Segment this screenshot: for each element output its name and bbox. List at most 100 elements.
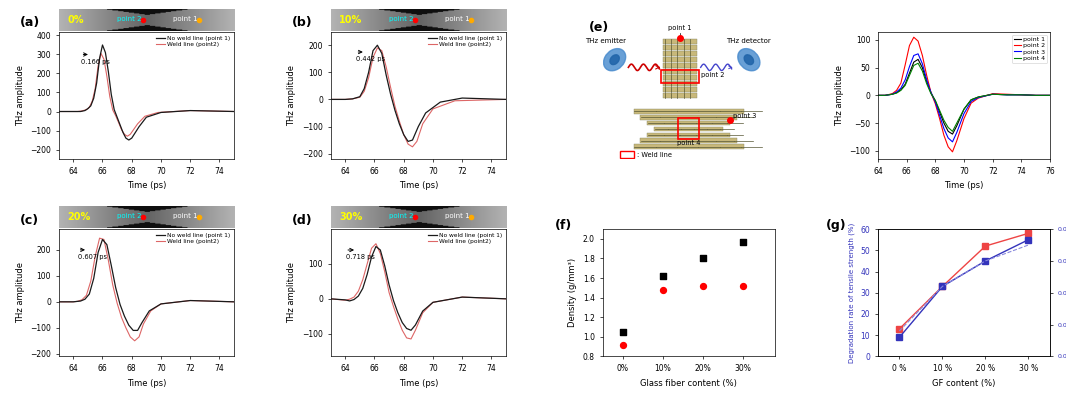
point 4 (1044, 93, 1056, 98)
point 2 (947, 149, 959, 154)
Line: point 2: point 2 (878, 37, 1050, 152)
point 2 (894, 81, 907, 86)
point 3 (878, 93, 891, 98)
Y-axis label: THz amplitude: THz amplitude (835, 65, 844, 126)
point 3 (965, 99, 978, 104)
Point (694, 283, 711, 289)
point 2 (965, 101, 978, 105)
Bar (663, 63, 697, 68)
point 2 (941, 145, 954, 149)
Ellipse shape (603, 49, 626, 71)
X-axis label: Time (ps): Time (ps) (399, 181, 438, 190)
Text: 0.607 ps: 0.607 ps (79, 254, 108, 260)
Text: (e): (e) (588, 21, 609, 34)
point 4 (1015, 92, 1028, 97)
point 4 (941, 125, 954, 130)
point 3 (1044, 93, 1056, 98)
point 3 (894, 86, 907, 91)
point 1 (1044, 93, 1056, 98)
point 4 (986, 92, 999, 97)
Text: 20%: 20% (67, 212, 91, 223)
point 4 (920, 81, 933, 86)
Text: point 3: point 3 (733, 113, 757, 119)
point 4 (933, 108, 946, 113)
Line: point 3: point 3 (878, 54, 1050, 142)
point 1 (920, 79, 933, 84)
point 3 (920, 78, 933, 82)
point 4 (972, 95, 985, 99)
point 1 (1001, 92, 1014, 97)
point 1 (886, 92, 899, 97)
Text: (b): (b) (292, 16, 312, 29)
Legend: No weld line (point 1), Weld line (point2): No weld line (point 1), Weld line (point… (155, 232, 231, 246)
point 4 (872, 93, 885, 98)
point 3 (986, 92, 999, 97)
Text: point 2: point 2 (116, 16, 141, 22)
Point (734, 283, 752, 289)
Legend: No weld line (point 1), Weld line (point2): No weld line (point 1), Weld line (point… (155, 34, 231, 48)
Text: 0.442 ps: 0.442 ps (356, 56, 385, 62)
Text: (g): (g) (826, 219, 846, 232)
point 1 (894, 88, 907, 92)
point 4 (947, 129, 959, 134)
point 3 (928, 100, 941, 105)
point 4 (965, 97, 978, 102)
point 2 (1001, 92, 1014, 97)
point 2 (937, 133, 950, 137)
point 4 (894, 88, 907, 93)
point 3 (957, 111, 970, 116)
Text: THz detector: THz detector (726, 38, 771, 44)
Line: point 1: point 1 (878, 59, 1050, 134)
point 4 (957, 107, 970, 112)
X-axis label: Glass fiber content (%): Glass fiber content (%) (641, 379, 737, 388)
Text: point 2: point 2 (116, 213, 141, 219)
point 4 (907, 63, 920, 68)
Point (614, 329, 631, 335)
Y-axis label: THz amplitude: THz amplitude (16, 262, 25, 323)
point 1 (933, 110, 946, 114)
Text: (c): (c) (20, 214, 39, 227)
point 3 (890, 89, 903, 94)
point 4 (911, 61, 924, 66)
point 3 (899, 78, 911, 82)
Bar (641, 115, 737, 120)
point 4 (890, 91, 903, 95)
Text: THz emitter: THz emitter (585, 38, 627, 44)
point 2 (916, 53, 928, 58)
point 2 (957, 116, 970, 121)
point 4 (899, 83, 911, 88)
Ellipse shape (610, 55, 619, 65)
point 1 (924, 90, 937, 95)
Bar (663, 57, 697, 62)
point 3 (911, 51, 924, 56)
Ellipse shape (744, 55, 754, 65)
point 1 (972, 95, 985, 99)
Text: point 1: point 1 (668, 25, 692, 31)
point 2 (872, 93, 885, 98)
point 4 (928, 98, 941, 103)
point 3 (903, 64, 916, 69)
point 2 (928, 101, 941, 106)
Text: 10%: 10% (339, 15, 362, 25)
point 1 (947, 132, 959, 137)
Bar (641, 138, 737, 143)
X-axis label: Time (ps): Time (ps) (127, 379, 166, 388)
point 3 (941, 135, 954, 140)
Text: 0%: 0% (67, 15, 84, 25)
Bar (663, 69, 697, 74)
Bar (663, 81, 697, 86)
point 2 (1030, 93, 1043, 98)
point 4 (924, 91, 937, 96)
Bar (633, 144, 744, 149)
point 1 (951, 124, 964, 128)
point 2 (903, 43, 916, 48)
Line: point 4: point 4 (878, 63, 1050, 131)
Point (655, 287, 672, 293)
Text: (f): (f) (554, 219, 571, 232)
point 2 (951, 138, 964, 143)
point 1 (878, 93, 891, 98)
point 4 (937, 118, 950, 123)
Legend: point 1, point 2, point 3, point 4: point 1, point 2, point 3, point 4 (1012, 35, 1047, 63)
Point (734, 239, 752, 245)
Bar (663, 93, 697, 98)
